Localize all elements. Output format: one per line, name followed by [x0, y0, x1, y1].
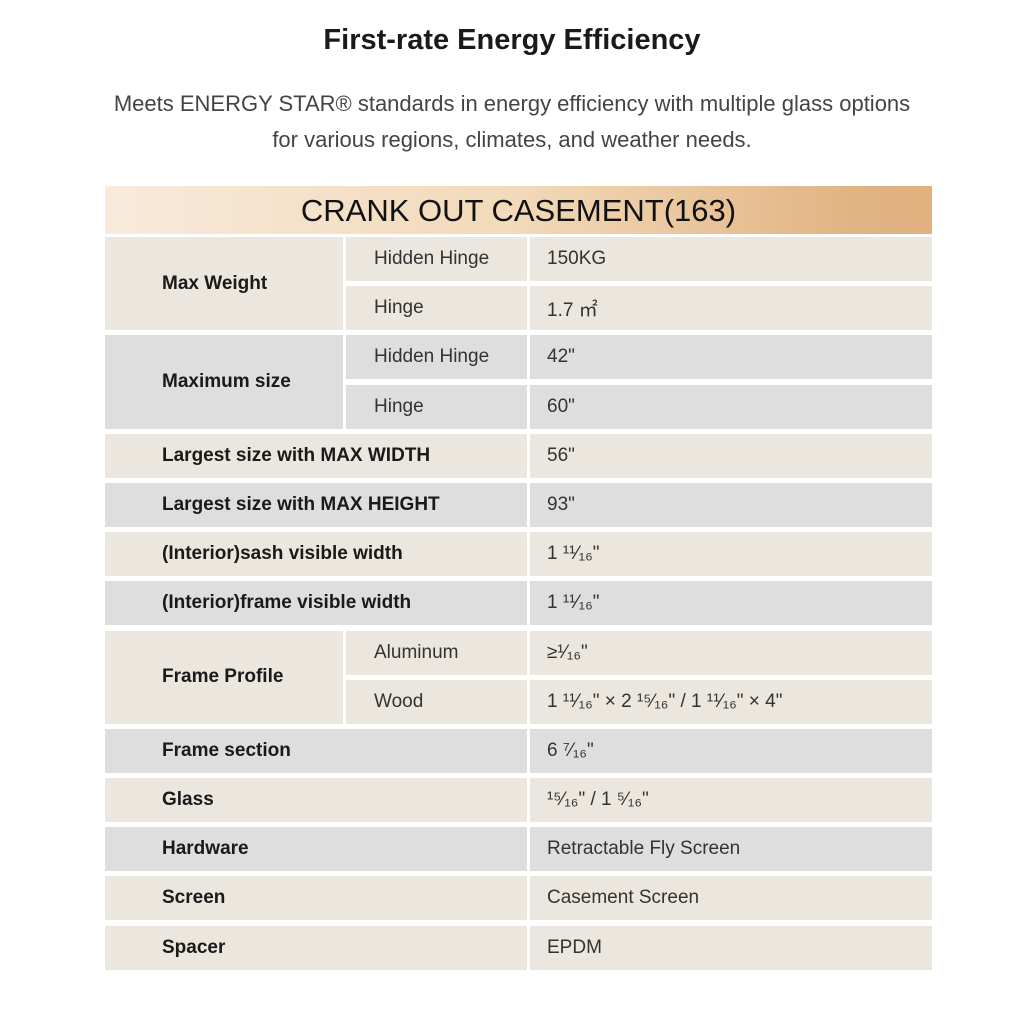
- sub-label: Aluminum: [346, 630, 527, 675]
- row-value: 93": [530, 482, 932, 527]
- sub-label: Hinge: [346, 286, 527, 331]
- row-value: 56": [530, 433, 932, 478]
- row-label: (Interior)frame visible width: [105, 581, 527, 626]
- row-value: 1 ¹¹⁄₁₆": [530, 532, 932, 577]
- row-label: Frame Profile: [105, 630, 343, 724]
- sub-label: Wood: [346, 679, 527, 724]
- row-value: ¹⁵⁄₁₆" / 1 ⁵⁄₁₆": [530, 778, 932, 823]
- sub-label: Hinge: [346, 384, 527, 429]
- page-title: First-rate Energy Efficiency: [323, 24, 701, 56]
- row-label: Screen: [105, 876, 527, 921]
- row-value: 6 ⁷⁄₁₆": [530, 728, 932, 773]
- table-title: CRANK OUT CASEMENT(163): [105, 186, 932, 234]
- row-label: Hardware: [105, 827, 527, 872]
- row-value: 1 ¹¹⁄₁₆": [530, 581, 932, 626]
- row-label: Frame section: [105, 728, 527, 773]
- row-label: Maximum size: [105, 335, 343, 429]
- row-value: EPDM: [530, 925, 932, 970]
- row-value: Casement Screen: [530, 876, 932, 921]
- row-label: Largest size with MAX HEIGHT: [105, 482, 527, 527]
- row-value: 1 ¹¹⁄₁₆" × 2 ¹⁵⁄₁₆" / 1 ¹¹⁄₁₆" × 4": [530, 679, 932, 724]
- row-value: Retractable Fly Screen: [530, 827, 932, 872]
- row-label: (Interior)sash visible width: [105, 532, 527, 577]
- row-value: 150KG: [530, 237, 932, 281]
- row-value: ≥¹⁄₁₆": [530, 630, 932, 675]
- spec-table: Max Weight Hidden Hinge 150KG Hinge 1.7 ㎡ Max…: [105, 237, 932, 970]
- row-value: 1.7 ㎡: [530, 286, 932, 331]
- row-value: 42": [530, 335, 932, 380]
- row-label: Largest size with MAX WIDTH: [105, 433, 527, 478]
- page-subtitle: Meets ENERGY STAR® standards in energy e…: [113, 91, 911, 152]
- sub-label: Hidden Hinge: [346, 237, 527, 281]
- row-label: Spacer: [105, 925, 527, 970]
- row-label: Glass: [105, 778, 527, 823]
- row-label: Max Weight: [105, 237, 343, 331]
- sub-label: Hidden Hinge: [346, 335, 527, 380]
- row-value: 60": [530, 384, 932, 429]
